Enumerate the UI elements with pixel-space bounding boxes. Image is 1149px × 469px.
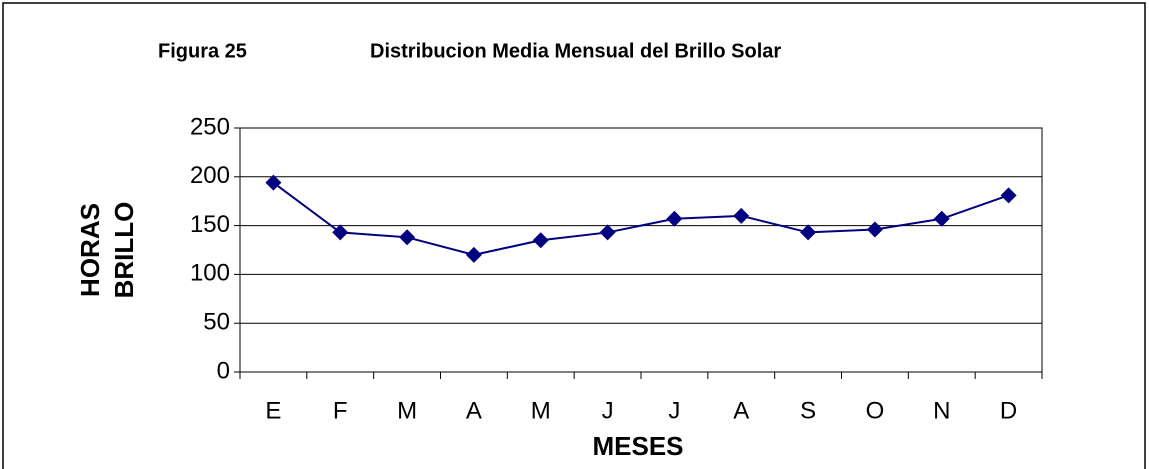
x-tick-label: M <box>397 397 417 424</box>
marker <box>800 224 817 241</box>
marker <box>866 221 883 238</box>
y-tick-label: 100 <box>190 260 230 287</box>
marker <box>666 210 683 227</box>
figure-label: Figura 25 <box>158 40 247 62</box>
x-tick-label: N <box>933 397 950 424</box>
x-tick-label: S <box>800 397 816 424</box>
y-axis-label: BRILLO <box>109 202 139 299</box>
y-tick-label: 200 <box>190 162 230 189</box>
marker <box>933 210 950 227</box>
y-tick-label: 0 <box>217 357 230 384</box>
marker <box>265 174 282 191</box>
y-tick-label: 150 <box>190 211 230 238</box>
x-tick-label: M <box>531 397 551 424</box>
x-tick-label: J <box>668 397 680 424</box>
x-tick-label: E <box>265 397 281 424</box>
marker <box>532 232 549 249</box>
x-tick-label: F <box>333 397 348 424</box>
line <box>272 181 1009 256</box>
y-axis-label: HORAS <box>75 203 105 297</box>
marker <box>332 224 349 241</box>
y-tick-label: 250 <box>190 113 230 140</box>
marker <box>599 224 616 241</box>
x-tick-label: J <box>602 397 614 424</box>
y-tick-label: 50 <box>203 309 230 336</box>
chart-title: Distribucion Media Mensual del Brillo So… <box>370 40 781 62</box>
x-tick-label: A <box>733 397 749 424</box>
x-tick-label: O <box>866 397 885 424</box>
x-axis-label: MESES <box>592 431 683 461</box>
marker <box>1000 187 1017 204</box>
marker <box>465 246 482 263</box>
marker <box>733 207 750 224</box>
x-tick-label: D <box>1000 397 1017 424</box>
marker <box>399 229 416 246</box>
x-tick-label: A <box>466 397 482 424</box>
plot-area <box>239 127 1043 373</box>
